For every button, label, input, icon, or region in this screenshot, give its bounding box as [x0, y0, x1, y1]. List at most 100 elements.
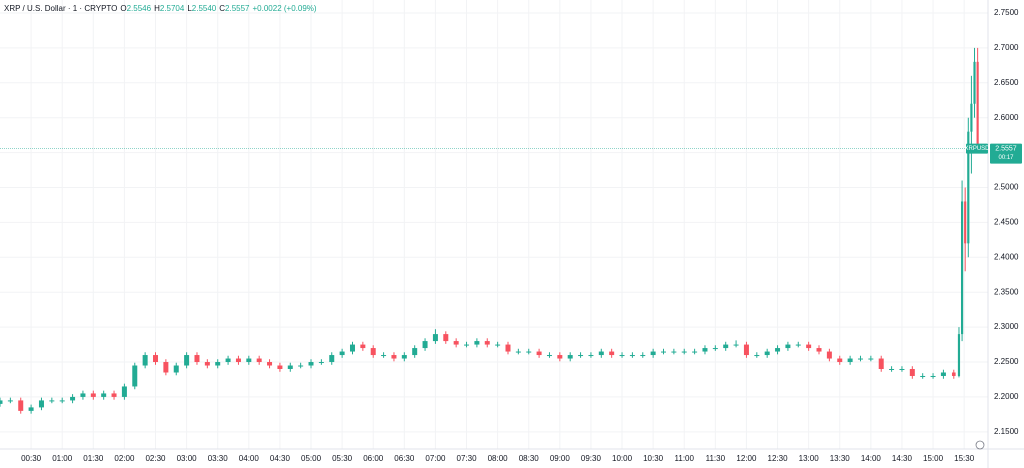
candle-body	[111, 393, 117, 397]
x-tick-label: 07:00	[425, 454, 446, 463]
candle-body	[318, 362, 324, 364]
candle-body	[967, 131, 970, 244]
candle-body	[277, 365, 283, 370]
symbol-tag-label: XRPUSD	[964, 146, 990, 152]
candle-body	[432, 334, 438, 342]
candle-body	[142, 355, 148, 366]
candle-body	[515, 351, 521, 353]
candle-body	[930, 375, 936, 377]
candle-body	[920, 375, 926, 377]
y-tick-label: 2.5000	[994, 183, 1019, 192]
candle-body	[671, 351, 677, 353]
candle-body	[878, 358, 884, 370]
y-tick-label: 2.4500	[994, 218, 1019, 227]
candle-body	[215, 362, 221, 366]
y-tick-label: 2.2000	[994, 392, 1019, 401]
candle-body	[18, 400, 24, 411]
candle-body	[443, 334, 449, 342]
candle-body	[370, 348, 376, 356]
candle-body	[795, 344, 801, 346]
candle-body	[412, 348, 418, 356]
x-tick-label: 04:00	[239, 454, 260, 463]
y-tick-label: 2.4000	[994, 252, 1019, 261]
candle-body	[588, 355, 594, 357]
x-tick-label: 03:30	[208, 454, 229, 463]
candle-body	[121, 386, 127, 397]
y-tick-label: 2.3500	[994, 287, 1019, 296]
candle-body	[578, 355, 584, 357]
ohlc-item: H2.5704	[154, 4, 184, 13]
candle-body	[0, 400, 3, 404]
candle-body	[401, 355, 407, 359]
candle-body	[557, 355, 563, 359]
candle-body	[246, 358, 252, 363]
y-tick-label: 2.7500	[994, 8, 1019, 17]
candle-body	[80, 393, 86, 397]
candle-body	[349, 344, 355, 352]
candle-body	[287, 365, 293, 370]
x-tick-label: 04:30	[270, 454, 291, 463]
candle-body	[184, 355, 190, 366]
legend-header: XRP / U.S. Dollar · 1 · CRYPTO O2.5546 H2…	[4, 4, 317, 13]
candle-body	[267, 362, 273, 366]
x-tick-label: 13:00	[799, 454, 820, 463]
candle-body	[976, 61, 979, 149]
candle-body	[329, 355, 335, 363]
candle-body	[957, 334, 961, 376]
ohlc-key: L	[187, 4, 192, 13]
candle-body	[38, 400, 44, 408]
candle-body	[733, 344, 739, 346]
candle-body	[536, 351, 542, 356]
candle-body	[505, 344, 511, 352]
candle-body	[816, 348, 822, 352]
candle-body	[495, 344, 501, 346]
x-tick-label: 08:00	[488, 454, 509, 463]
candle-body	[101, 393, 107, 397]
candle-body	[702, 348, 708, 352]
x-tick-label: 11:30	[706, 454, 726, 463]
candle-body	[173, 365, 179, 373]
candle-body	[391, 355, 397, 359]
candle-body	[153, 355, 159, 363]
y-tick-label: 2.6500	[994, 78, 1019, 87]
x-tick-label: 12:30	[768, 454, 789, 463]
candle-body	[194, 355, 200, 363]
candle-body	[743, 344, 749, 356]
y-tick-label: 2.2500	[994, 357, 1019, 366]
candle-body	[806, 344, 812, 349]
candle-body	[692, 351, 698, 353]
candle-body	[360, 344, 366, 349]
x-tick-label: 15:30	[954, 454, 975, 463]
candle-body	[90, 393, 96, 397]
price-tag-label: 2.5557	[995, 145, 1017, 152]
candle-body	[49, 400, 55, 402]
candle-body	[59, 400, 65, 402]
candle-body	[661, 351, 667, 353]
ohlc-value: 2.5557	[225, 4, 250, 13]
x-tick-label: 07:30	[457, 454, 478, 463]
candle-body	[546, 355, 552, 357]
candle-body	[526, 351, 532, 353]
ohlc-key: O	[120, 4, 127, 13]
x-tick-label: 05:30	[332, 454, 353, 463]
ohlc-key: H	[154, 4, 160, 13]
x-tick-label: 05:00	[301, 454, 322, 463]
candle-body	[960, 201, 964, 335]
candle-body	[785, 344, 791, 349]
x-tick-label: 12:00	[736, 454, 757, 463]
candle-body	[619, 355, 625, 357]
candle-body	[826, 351, 832, 359]
x-tick-label: 03:00	[177, 454, 198, 463]
change: +0.0022 (+0.09%)	[252, 4, 317, 13]
x-tick-label: 02:00	[114, 454, 135, 463]
candle-body	[453, 341, 459, 345]
price-tag	[990, 143, 1022, 164]
candle-body	[857, 358, 863, 360]
candle-body	[681, 351, 687, 353]
x-tick-label: 11:00	[675, 454, 695, 463]
candle-body	[868, 358, 874, 360]
candle-body	[754, 355, 760, 357]
candle-body	[28, 407, 34, 411]
